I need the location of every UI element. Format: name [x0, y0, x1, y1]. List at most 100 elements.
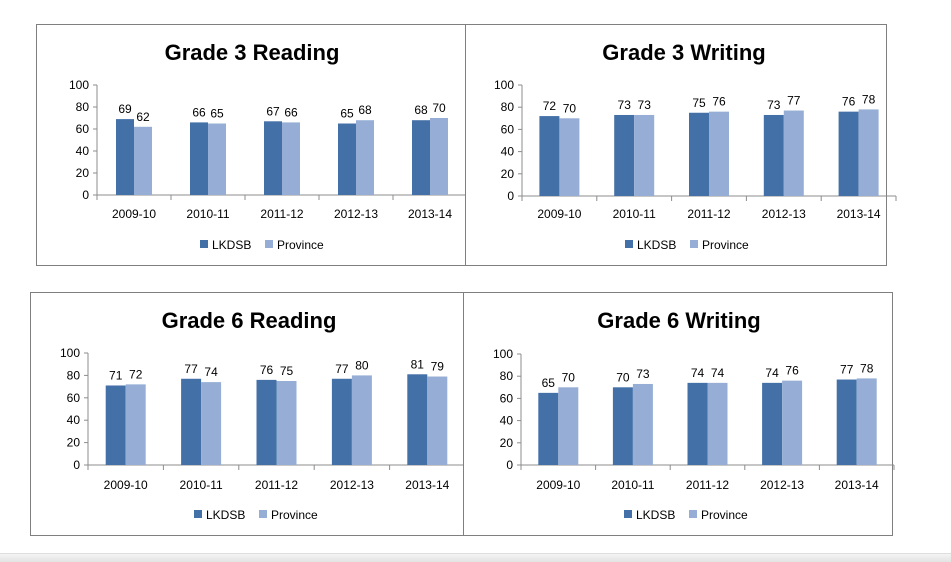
y-tick-label: 0	[507, 189, 514, 203]
bar-lkdsb	[614, 114, 635, 196]
bar-province	[276, 381, 297, 465]
x-tick-label: 2011-12	[686, 478, 729, 492]
x-tick-label: 2012-13	[760, 478, 804, 492]
data-label: 68	[414, 103, 428, 117]
bar-lkdsb	[331, 378, 352, 465]
data-label: 73	[636, 367, 650, 381]
chart-panel-grade3-writing: Grade 3 Writing 0 20 40 60 80 100 72 70 2009-10 73…	[465, 24, 897, 266]
data-label: 80	[355, 358, 369, 372]
data-label: 76	[260, 363, 274, 377]
x-tick-label: 2009-10	[112, 207, 156, 221]
legend-label: Province	[702, 238, 749, 252]
bar-lkdsb	[105, 385, 126, 465]
data-label: 75	[692, 96, 706, 110]
data-label: 74	[711, 366, 725, 380]
data-label: 69	[118, 102, 132, 116]
bar-province	[709, 111, 729, 196]
chart-title: Grade 6 Reading	[162, 308, 337, 333]
y-tick-label: 80	[76, 100, 90, 114]
data-label: 76	[842, 95, 856, 109]
data-label: 76	[785, 364, 799, 378]
bar-province	[351, 375, 372, 465]
bar-province	[856, 378, 877, 465]
y-tick-label: 20	[500, 436, 514, 450]
bar-lkdsb	[687, 382, 708, 465]
bar-lkdsb	[338, 123, 356, 195]
y-tick-label: 0	[82, 188, 89, 202]
bar-province	[430, 118, 448, 195]
y-tick-label: 40	[501, 145, 515, 159]
y-tick-label: 20	[501, 167, 515, 181]
legend-swatch-province	[689, 510, 697, 518]
data-label: 70	[563, 101, 577, 115]
x-tick-label: 2012-13	[330, 478, 374, 492]
x-tick-label: 2010-11	[613, 207, 656, 221]
y-tick-label: 100	[494, 78, 514, 92]
chart-panel-grade6-reading: Grade 6 Reading 0 20 40 60 80 100 71 72 2009-10 77…	[30, 292, 466, 536]
data-label: 74	[204, 365, 218, 379]
y-tick-label: 80	[500, 369, 514, 383]
x-tick-label: 2010-11	[180, 478, 223, 492]
y-tick-label: 20	[67, 436, 81, 450]
y-tick-label: 100	[493, 347, 513, 361]
x-tick-label: 2012-13	[762, 207, 806, 221]
bar-province	[125, 384, 146, 465]
bar-province	[783, 110, 804, 196]
legend-swatch-province	[259, 510, 267, 518]
legend-swatch-province	[690, 240, 698, 248]
y-tick-label: 60	[76, 122, 90, 136]
y-tick-label: 60	[67, 391, 81, 405]
data-label: 65	[340, 107, 354, 121]
x-tick-label: 2012-13	[334, 207, 378, 221]
chart-title: Grade 3 Writing	[602, 40, 765, 65]
data-label: 79	[431, 360, 445, 374]
data-label: 76	[712, 95, 726, 109]
data-label: 78	[862, 92, 876, 106]
legend-swatch-lkdsb	[200, 240, 208, 248]
legend-label: LKDSB	[636, 508, 675, 522]
x-tick-label: 2010-11	[611, 478, 654, 492]
chart-title: Grade 6 Writing	[597, 308, 760, 333]
y-tick-label: 60	[501, 122, 515, 136]
x-tick-label: 2011-12	[687, 207, 730, 221]
data-label: 74	[765, 366, 779, 380]
bar-lkdsb	[181, 378, 202, 465]
data-label: 77	[840, 363, 854, 377]
legend-swatch-lkdsb	[624, 510, 632, 518]
legend-label: LKDSB	[212, 238, 251, 252]
y-tick-label: 80	[67, 368, 81, 382]
y-tick-label: 20	[76, 166, 90, 180]
data-label: 70	[616, 370, 630, 384]
bar-province	[559, 118, 580, 196]
bar-province	[858, 109, 879, 196]
data-label: 71	[109, 368, 123, 382]
chart-grade6-reading: Grade 6 Reading 0 20 40 60 80 100 71 72 2009-10 77…	[60, 308, 466, 522]
bar-lkdsb	[836, 379, 857, 465]
x-tick-label: 2013-14	[408, 207, 452, 221]
legend-label: LKDSB	[206, 508, 245, 522]
chart-grade6-writing: Grade 6 Writing 0 20 40 60 80 100 65 70 2009-10 70…	[493, 308, 895, 522]
legend-swatch-lkdsb	[194, 510, 202, 518]
x-tick-label: 2009-10	[536, 478, 580, 492]
legend-label: Province	[271, 508, 318, 522]
bar-province	[558, 387, 579, 465]
bar-lkdsb	[838, 111, 859, 196]
data-label: 81	[411, 357, 425, 371]
data-label: 66	[192, 105, 206, 119]
chart-panel-grade6-writing: Grade 6 Writing 0 20 40 60 80 100 65 70 2009-10 70…	[463, 292, 895, 536]
y-tick-label: 60	[500, 391, 514, 405]
data-label: 66	[284, 105, 298, 119]
data-label: 62	[136, 110, 150, 124]
bar-province	[632, 383, 653, 465]
bar-province	[201, 382, 222, 465]
x-tick-label: 2013-14	[405, 478, 449, 492]
bar-province	[707, 382, 728, 465]
bar-province	[782, 380, 803, 465]
x-tick-label: 2010-11	[186, 207, 229, 221]
data-label: 78	[860, 361, 874, 375]
data-label: 73	[767, 98, 781, 112]
x-tick-label: 2011-12	[255, 478, 298, 492]
x-tick-label: 2013-14	[835, 478, 879, 492]
bar-lkdsb	[407, 374, 428, 465]
x-tick-label: 2011-12	[260, 207, 303, 221]
